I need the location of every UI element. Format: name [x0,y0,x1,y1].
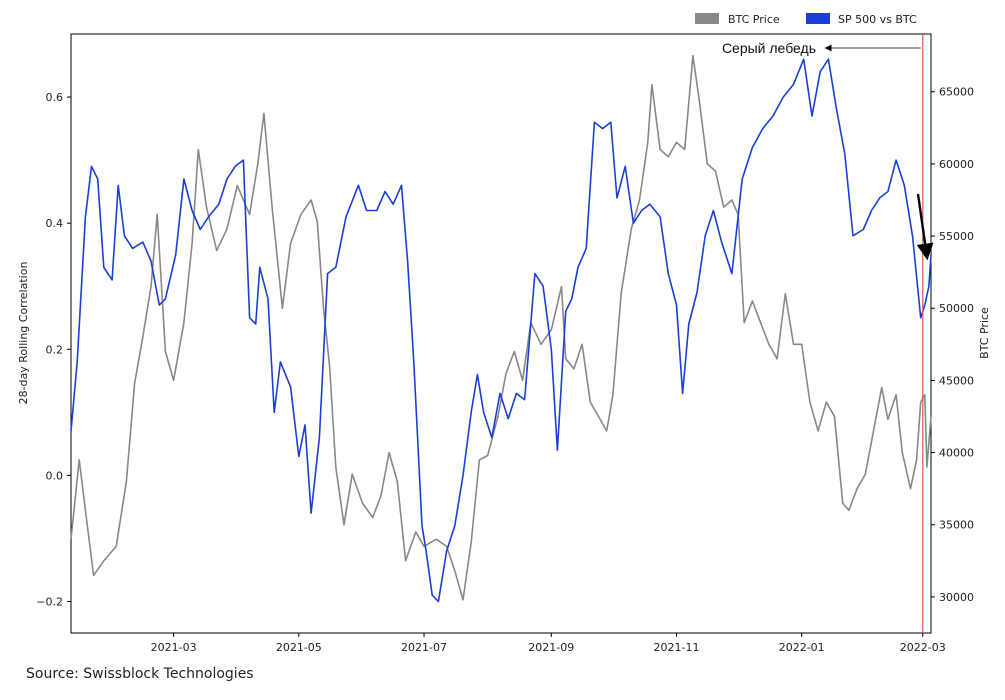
legend-swatch-sp500-vs-btc [806,13,830,24]
x-tick-label: 2022-01 [779,641,825,654]
series-line-sp500-vs-btc [70,58,932,603]
y-right-tick-label: 35000 [939,519,974,532]
x-tick-label: 2021-07 [401,641,447,654]
legend: BTC Price SP 500 vs BTC [695,13,917,26]
y-right-tick-label: 40000 [939,447,974,460]
annotation: Серый лебедь [722,34,934,633]
y-right-tick-label: 45000 [939,374,974,387]
y-right-tick-label: 30000 [939,591,974,604]
axes-layer: 2021-03 2021-05 2021-07 2021-09 2021-11 2022-… [36,86,974,654]
y-left-tick-label: 0.0 [46,469,64,482]
y-left-tick-label: −0.2 [36,595,63,608]
x-tick-label: 2022-03 [900,641,946,654]
x-tick-label: 2021-11 [654,641,700,654]
drop-arrow-icon [916,193,934,261]
x-tick-label: 2021-03 [151,641,197,654]
plot-frame [70,33,932,634]
y-right-tick-label: 50000 [939,302,974,315]
legend-label-sp500-vs-btc: SP 500 vs BTC [838,13,917,26]
legend-swatch-btc-price [695,13,719,24]
x-tick-label: 2021-05 [276,641,322,654]
y-left-tick-label: 0.4 [46,217,64,230]
y-right-axis-title: BTC Price [978,307,991,359]
annotation-label: Серый лебедь [722,40,816,56]
y-left-axis-title: 28-day Rolling Correlation [17,262,30,405]
y-right-tick-label: 65000 [939,86,974,99]
source-note: Source: Swissblock Technologies [26,666,254,682]
legend-label-btc-price: BTC Price [728,13,780,26]
x-tick-label: 2021-09 [528,641,574,654]
y-right-tick-label: 55000 [939,230,974,243]
y-left-tick-label: 0.6 [46,91,64,104]
series-layer [70,54,932,603]
y-right-tick-label: 60000 [939,158,974,171]
y-left-tick-label: 0.2 [46,343,64,356]
series-line-btc-price [70,54,932,601]
